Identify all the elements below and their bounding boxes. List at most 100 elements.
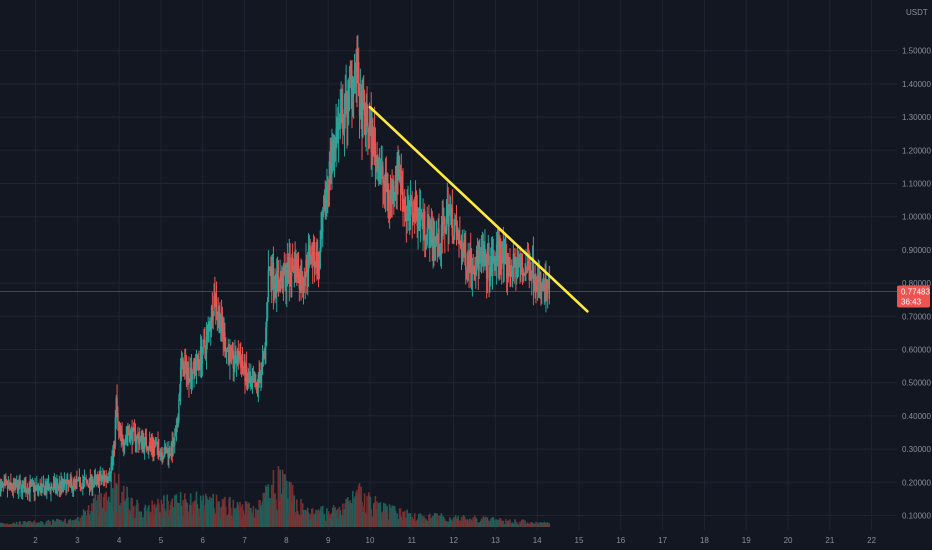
volume-bar [159,518,162,527]
candle-body [199,362,201,367]
volume-bar [9,524,11,527]
candle-body [273,285,275,288]
volume-bar [183,515,185,527]
volume-bar [124,503,127,527]
candle-body [511,269,514,277]
candle-body [34,486,36,492]
price-tick-label: 1.40000 [902,80,931,89]
volume-bar [72,524,75,527]
candle-body [404,210,407,213]
candle-body [254,381,256,388]
volume-bar [545,522,547,527]
candle-body [209,324,212,329]
volume-bar [418,522,421,527]
time-axis[interactable]: 2 3 4 5 6 7 8 9 10 11 12 13 14 15 16 17 18 19 20 21 22 [33,536,876,545]
candle-body [545,279,547,296]
candle-body [431,230,433,247]
volume-bar [33,520,36,527]
candle-body [299,274,301,289]
candle-body [255,381,257,388]
volume-bar [548,523,551,527]
volume-bar [205,496,208,527]
last-price-value: 0.77483 [901,287,930,296]
volume-bar [110,481,113,527]
candle-body [429,224,431,248]
volume-bar [539,522,541,527]
candle-body [542,282,545,291]
candle-body [61,480,63,486]
candle-body [359,93,362,117]
volume-bar [513,523,516,527]
candle-body [95,477,97,479]
volume-bar [34,524,36,527]
volume-bar [250,507,252,527]
volume-bar [141,520,143,527]
candle-body [224,332,226,351]
candle-body [98,478,101,486]
candle-body [268,267,270,271]
volume-bar [305,519,307,527]
candle-body [292,265,295,272]
volume-bar [331,507,334,527]
trendline[interactable] [368,105,589,313]
candle-body [397,157,399,181]
volume-bar [41,521,43,527]
candle-body [156,441,158,444]
last-price-tag: 0.77483 36:43 [897,285,930,308]
volume-bar [63,520,66,527]
volume-bar [533,523,536,527]
candle-body [496,242,499,244]
candle-body [244,361,246,382]
candle-body [410,196,413,202]
candle-body [304,276,306,287]
volume-bar [388,504,391,527]
price-tick-label: 1.00000 [902,213,931,222]
candle-body [106,476,108,479]
volume-bar [243,515,245,527]
volume-bar [258,500,260,527]
volume-bar [55,521,57,527]
volume-bar [118,505,121,527]
volume-bar [13,522,16,527]
candle-body [465,253,467,269]
candle-body [383,181,386,187]
volume-bar [308,519,311,527]
volume-bar [425,519,428,527]
candle-body [301,275,303,290]
volume-bar [426,521,429,527]
price-tick-label: 0.50000 [902,379,931,388]
volume-bar [127,497,129,527]
volume-bar [359,494,362,527]
candle-body [286,262,289,280]
candle-body [276,270,279,277]
candle-body [408,201,410,209]
candle-body [165,448,168,454]
candle-body [489,271,491,281]
volume-bar [212,493,215,527]
volume-bar [142,517,144,527]
candle-body [530,270,532,279]
candle-body [413,200,415,222]
candle-body [36,485,38,487]
candle-body [392,181,394,199]
candle-body [218,312,220,316]
time-tick-label: 4 [117,536,122,545]
volume-bar [166,494,169,527]
candle-body [28,487,30,493]
volume-bar [195,491,198,527]
volume-bar [167,500,169,527]
volume-bar [353,498,356,527]
volume-bar [316,521,318,527]
candle-body [180,362,183,368]
volume-bar [417,518,419,527]
candle-body [186,370,188,380]
candle-body [466,265,469,270]
price-axis[interactable]: USDT 0.10000 0.20000 0.30000 0.40000 0.50000… [902,8,931,521]
volume-bar [400,516,403,527]
candle-body [261,363,263,374]
volume-bar [311,508,314,527]
time-tick-label: 16 [616,536,625,545]
candle-body [335,128,337,149]
